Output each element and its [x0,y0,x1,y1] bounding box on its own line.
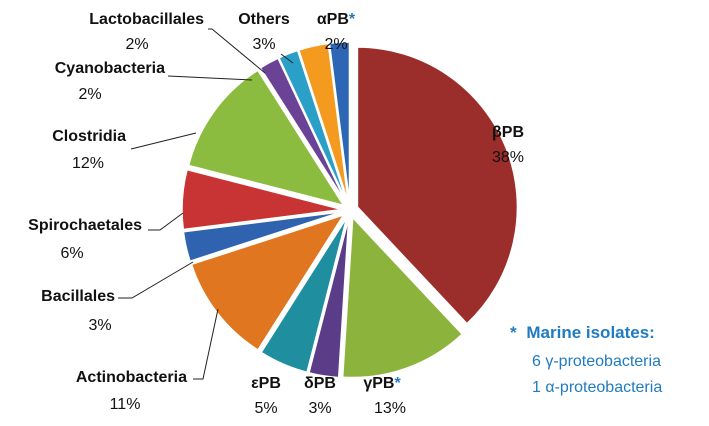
marine-isolates-note: * Marine isolates: 6 γ-proteobacteria 1 … [510,323,662,396]
slice-name-label-0: βPB [492,124,524,141]
leader-line-9 [208,28,266,74]
leader-line-7 [130,132,197,150]
note-title-text: Marine isolates: [526,323,655,342]
slice-value-label-5: 3% [88,317,111,334]
leader-line-10 [280,53,294,64]
pie-slice-11 [328,41,351,203]
slice-name-label-11: αPB* [317,11,356,28]
slice-labels: βPB 38% γPB* 13% δPB 3% εPB 5% Actinobacteria 11%… [28,11,524,417]
slice-name-label-5: Bacillales [41,288,115,305]
slice-name-label-6: Spirochaetales [28,217,142,234]
pie-slice-9 [277,49,348,203]
leader-lines [118,28,294,380]
leader-line-5 [118,261,194,299]
slice-name-label-1: γPB* [363,375,401,392]
pie-slice-10 [297,42,349,203]
slice-name-label-10: Others [238,11,290,28]
slice-value-label-3: 5% [254,400,277,417]
pie-slice-5 [182,211,343,263]
slice-value-label-7: 12% [72,155,104,172]
slice-name-label-4: Actinobacteria [76,369,187,386]
pie-slice-3 [260,216,348,374]
slice-value-label-1: 13% [374,400,406,417]
slice-name-label-8: Cyanobacteria [55,60,165,77]
slice-value-label-4: 11% [110,396,141,413]
slice-value-label-9: 2% [125,36,148,53]
leader-line-6 [148,212,184,231]
pie-slice-7 [187,69,346,207]
slice-name-label-7: Clostridia [52,128,126,145]
leader-line-8 [167,75,253,81]
slice-value-label-6: 6% [60,245,83,262]
note-marker: * [510,323,517,342]
slice-name-label-2: δPB [304,375,336,392]
marine-marker: * [394,375,401,392]
pie-slice-0 [356,46,519,325]
pie-slice-6 [181,168,343,231]
note-title: * Marine isolates: [510,323,655,342]
slice-value-label-2: 3% [308,400,331,417]
slice-value-label-0: 38% [492,149,524,166]
slice-value-label-11: 2% [324,36,347,53]
slice-name-label-9: Lactobacillales [89,11,204,28]
leader-line-4 [193,308,219,380]
note-line-gamma: 6 γ-proteobacteria [532,353,661,370]
slice-value-label-8: 2% [78,86,101,103]
marine-marker: * [349,11,356,28]
pie-slices [181,41,519,379]
slice-name-label-3: εPB [251,375,281,392]
pie-slice-2 [308,217,350,379]
pie-slice-8 [259,57,347,204]
note-line-alpha: 1 α-proteobacteria [532,379,662,396]
pie-slice-1 [341,215,464,379]
slice-value-label-10: 3% [252,36,275,53]
